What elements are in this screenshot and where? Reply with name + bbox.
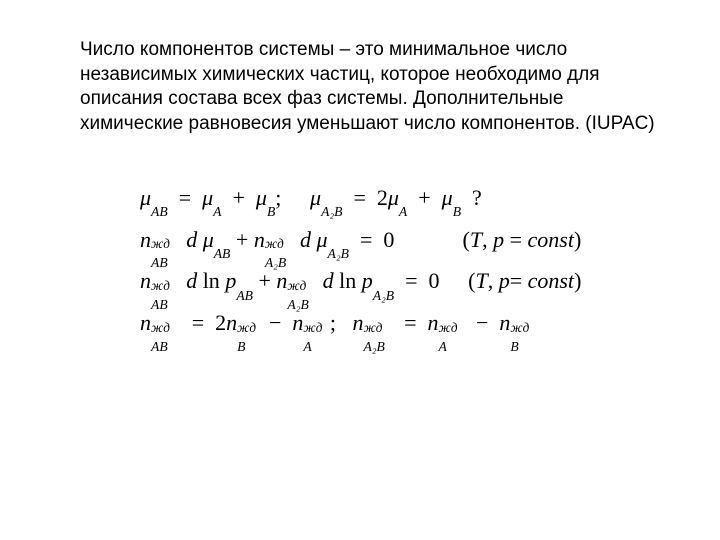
p-symbol: p <box>225 268 236 293</box>
equals: = <box>192 310 204 335</box>
const-symbol: const <box>528 227 574 252</box>
mu-symbol: μ <box>388 185 399 210</box>
sub-a2b: A₂B <box>321 204 342 219</box>
equals: = <box>179 185 191 210</box>
sub-ab: AB <box>151 204 168 219</box>
t-symbol: T <box>470 227 482 252</box>
comma: , <box>488 268 494 293</box>
d-symbol: d <box>186 268 197 293</box>
equals: = <box>405 268 417 293</box>
p-symbol: p <box>362 268 373 293</box>
d-symbol: d <box>323 268 334 293</box>
sub-a2b: A₂B <box>373 288 394 303</box>
n-symbol: n <box>140 227 151 252</box>
ln-symbol: ln <box>203 268 220 293</box>
equation-line-4: nждAB = 2nждB − nждA; nждA₂B = nждA − nж… <box>140 302 660 344</box>
mu-symbol: μ <box>203 227 214 252</box>
zero: 0 <box>383 227 394 252</box>
p-symbol: p <box>493 227 504 252</box>
equals: = <box>360 227 372 252</box>
two: 2 <box>215 310 226 335</box>
n-symbol: n <box>499 310 510 335</box>
equation-line-1: μAB = μA + μB; μA₂B = 2μA + μB ? <box>140 177 660 219</box>
plus: + <box>236 227 248 252</box>
comma: , <box>482 227 488 252</box>
slide-page: Число компонентов системы – это минималь… <box>0 0 720 540</box>
equals: = <box>510 268 522 293</box>
n-symbol: n <box>254 227 265 252</box>
sub-a: A <box>399 204 407 219</box>
sub-b: B <box>267 204 275 219</box>
plus: + <box>233 185 245 210</box>
zero: 0 <box>429 268 440 293</box>
mu-symbol: μ <box>202 185 213 210</box>
n-symbol: n <box>428 310 439 335</box>
t-symbol: T <box>475 268 487 293</box>
const-symbol: const <box>528 268 574 293</box>
mu-symbol: μ <box>442 185 453 210</box>
equation-line-2: nждABdμAB + nждA₂BdμA₂B = 0 (T,p=const) <box>140 219 660 261</box>
minus: − <box>476 310 488 335</box>
n-symbol: n <box>140 310 151 335</box>
d-symbol: d <box>300 227 311 252</box>
two: 2 <box>377 185 388 210</box>
sub-b: B <box>453 204 461 219</box>
lparen: ( <box>463 227 470 252</box>
sub-a2b: A₂B <box>328 246 349 261</box>
equals: = <box>353 185 365 210</box>
d-symbol: d <box>186 227 197 252</box>
sub-ab: AB <box>214 246 231 261</box>
n-symbol: n <box>140 268 151 293</box>
rparen: ) <box>574 227 581 252</box>
sub-a: A <box>213 204 221 219</box>
minus: − <box>269 310 281 335</box>
equation-block: μAB = μA + μB; μA₂B = 2μA + μB ? nждABdμ… <box>140 177 660 344</box>
question-mark: ? <box>472 185 482 210</box>
definition-paragraph: Число компонентов системы – это минималь… <box>80 38 660 137</box>
n-symbol: n <box>352 310 363 335</box>
semicolon: ; <box>275 185 281 210</box>
mu-symbol: μ <box>140 185 151 210</box>
plus: + <box>418 185 430 210</box>
equals: = <box>510 227 522 252</box>
sub-ab: AB <box>236 288 253 303</box>
equals: = <box>404 310 416 335</box>
semicolon: ; <box>330 310 336 335</box>
n-symbol: n <box>226 310 237 335</box>
mu-symbol: μ <box>317 227 328 252</box>
ln-symbol: ln <box>339 268 356 293</box>
mu-symbol: μ <box>310 185 321 210</box>
mu-symbol: μ <box>256 185 267 210</box>
equation-line-3: nждABdlnpAB + nждA₂BdlnpA₂B = 0 (T,p=con… <box>140 260 660 302</box>
rparen: ) <box>574 268 581 293</box>
p-symbol: p <box>499 268 510 293</box>
